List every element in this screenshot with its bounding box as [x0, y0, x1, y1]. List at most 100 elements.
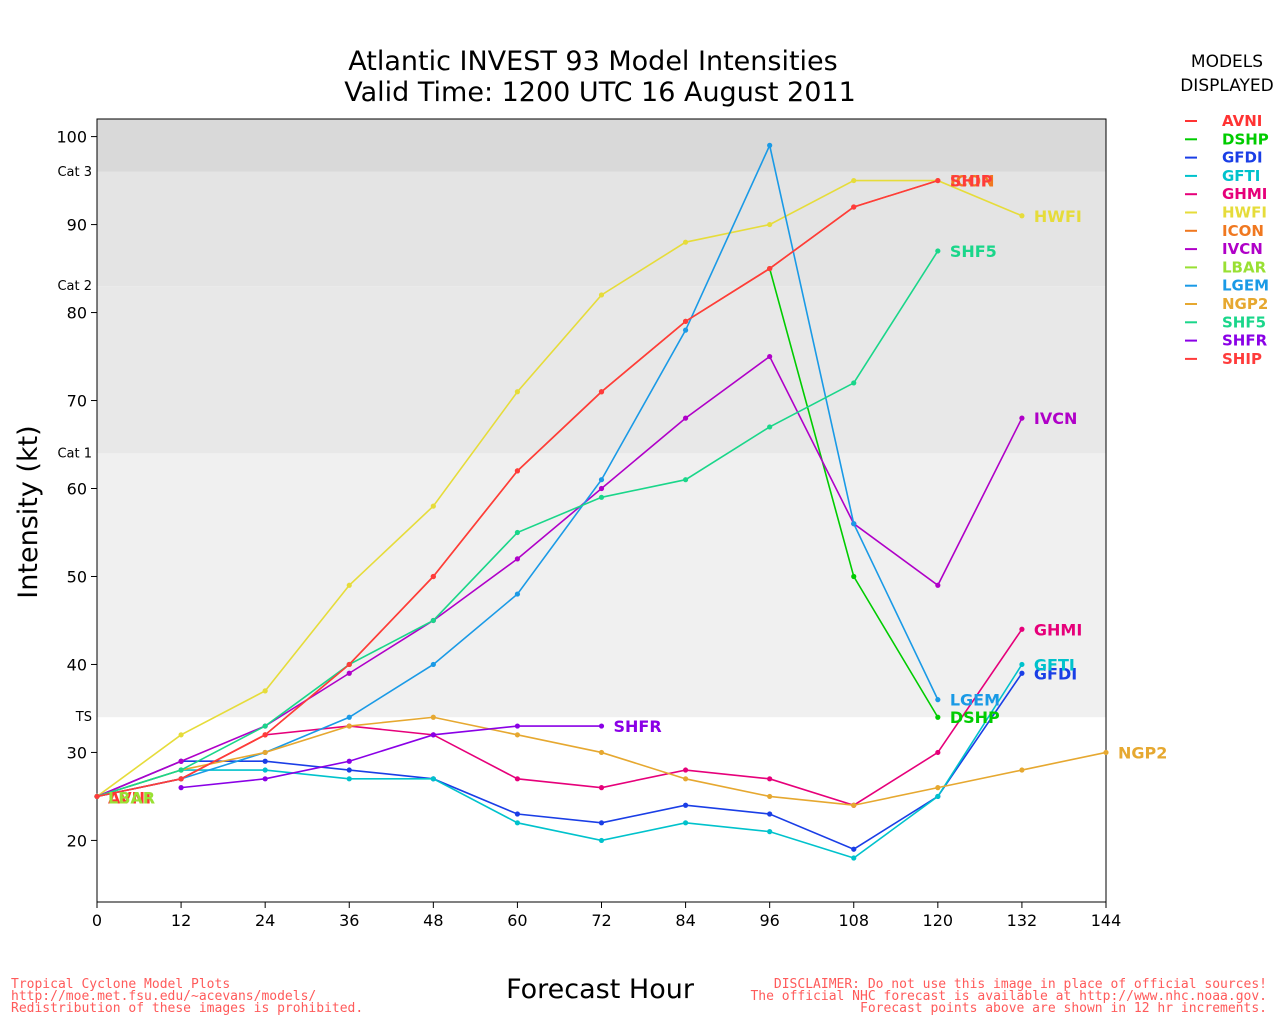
category-label-cat-1: Cat 1 — [57, 446, 92, 461]
point-hwfi-108 — [851, 177, 857, 184]
point-shfr-36 — [346, 758, 352, 764]
point-ship-12 — [178, 776, 184, 782]
x-tick-label-132: 132 — [1007, 911, 1038, 930]
end-label-ivcn: IVCN — [1034, 409, 1077, 428]
end-label-gfti: GFTI — [1034, 655, 1075, 674]
x-tick-label-12: 12 — [171, 911, 191, 930]
x-tick-label-72: 72 — [591, 911, 611, 930]
end-label-dshp: DSHP — [950, 708, 1000, 727]
legend-label-gfdi: GFDI — [1222, 149, 1263, 167]
point-hwfi-96 — [767, 221, 773, 228]
point-hwfi-132 — [1019, 213, 1025, 219]
point-ngp2-96 — [767, 793, 773, 800]
y-axis-ticks: 20 30 40 50 60 70 80 90 100 — [56, 128, 97, 850]
x-tick-label-24: 24 — [255, 911, 275, 930]
end-label-shf5: SHF5 — [950, 242, 997, 261]
end-label-hwfi: HWFI — [1034, 207, 1082, 226]
y-axis-title: Intensity (kt) — [13, 425, 44, 598]
point-shfr-72 — [598, 723, 605, 729]
point-gfdi-108 — [851, 846, 857, 852]
chart-title-line-1: Atlantic INVEST 93 Model Intensities — [348, 46, 837, 77]
point-ghmi-60 — [514, 776, 521, 782]
point-shfr-48 — [430, 732, 436, 738]
y-tick-label-90: 90 — [67, 216, 87, 235]
point-shf5-96 — [767, 424, 773, 430]
point-hwfi-84 — [682, 239, 689, 245]
legend-label-shf5: SHF5 — [1222, 313, 1266, 331]
point-gfdi-60 — [514, 811, 521, 817]
point-ivcn-36 — [346, 670, 352, 676]
end-label-gfdi: GFDI — [1034, 664, 1077, 683]
point-gfdi-84 — [682, 802, 689, 808]
point-lgem-60 — [514, 591, 521, 597]
footer-right: DISCLAIMER: Do not use this image in pla… — [750, 977, 1267, 1016]
point-ship-0 — [94, 793, 100, 800]
footer-right-line-3: Forecast points above are shown in 12 hr… — [860, 1001, 1267, 1016]
point-gfti-72 — [598, 837, 605, 844]
point-ghmi-72 — [598, 785, 605, 791]
point-ngp2-132 — [1019, 767, 1025, 773]
point-gfti-60 — [514, 820, 521, 826]
point-shf5-72 — [598, 494, 605, 500]
band-3 — [97, 171, 1106, 287]
series-line-ivcn — [96, 355, 1023, 798]
x-tick-label-120: 120 — [923, 911, 954, 930]
band-4 — [97, 119, 1106, 172]
point-ngp2-144 — [1103, 749, 1109, 756]
x-tick-label-96: 96 — [759, 911, 779, 930]
end-label-icon: ICON — [950, 172, 995, 191]
legend-items: AVNIDSHPGFDIGFTIGHMIHWFIICONIVCNLBARLGEM… — [1185, 112, 1269, 368]
point-lgem-48 — [430, 661, 436, 668]
point-ship-72 — [598, 389, 605, 395]
point-ghmi-120 — [935, 749, 941, 756]
point-ship-120 — [935, 177, 941, 184]
category-label-cat-2: Cat 2 — [57, 279, 92, 294]
point-hwfi-36 — [346, 582, 352, 588]
point-lgem-96 — [767, 142, 773, 148]
footer-left-line-1: Tropical Cyclone Model Plots — [11, 977, 230, 992]
point-lgem-108 — [851, 521, 857, 527]
point-gfdi-24 — [262, 758, 268, 764]
point-ngp2-24 — [262, 749, 268, 756]
point-ship-48 — [430, 573, 436, 580]
x-tick-label-108: 108 — [838, 911, 869, 930]
start-label-lbar: LBAR — [108, 788, 155, 807]
footer-left-line-2: http://moe.met.fsu.edu/~acevans/models/ — [11, 989, 316, 1004]
point-ivcn-60 — [514, 556, 521, 562]
point-gfdi-96 — [767, 811, 773, 817]
y-tick-label-40: 40 — [67, 655, 87, 674]
y-tick-label-80: 80 — [67, 304, 87, 323]
legend-title-line-1: MODELS — [1191, 52, 1263, 72]
point-lgem-72 — [598, 477, 605, 483]
legend-label-shfr: SHFR — [1222, 332, 1268, 350]
point-shf5-120 — [935, 248, 941, 254]
category-labels: TS Cat 1 Cat 2 Cat 3 — [57, 165, 92, 725]
legend-label-hwfi: HWFI — [1222, 204, 1267, 222]
footer-right-line-1: DISCLAIMER: Do not use this image in pla… — [774, 977, 1267, 992]
point-lgem-120 — [935, 697, 941, 703]
point-dshp-120 — [935, 714, 941, 720]
point-ivcn-120 — [935, 582, 941, 588]
point-shf5-84 — [682, 477, 689, 483]
series-shfr — [178, 723, 605, 791]
legend-label-avni: AVNI — [1222, 112, 1262, 130]
point-ghmi-84 — [682, 767, 689, 773]
point-ivcn-96 — [767, 353, 773, 360]
footer-left: Tropical Cyclone Model Plots http://moe.… — [11, 977, 363, 1016]
point-ngp2-48 — [430, 714, 436, 720]
series-hwfi — [94, 177, 1025, 800]
point-shf5-60 — [514, 529, 521, 536]
point-gfdi-132 — [1019, 670, 1025, 676]
point-ship-96 — [767, 265, 773, 272]
point-ship-24 — [262, 732, 268, 738]
y-tick-label-20: 20 — [67, 831, 87, 850]
start-label-avni: AVNI — [108, 788, 151, 807]
x-tick-label-36: 36 — [339, 911, 359, 930]
point-gfti-24 — [262, 767, 268, 773]
point-ship-108 — [851, 204, 857, 210]
category-label-cat-3: Cat 3 — [57, 165, 92, 180]
point-shfr-60 — [514, 723, 521, 729]
chart-title-line-2: Valid Time: 1200 UTC 16 August 2011 — [344, 77, 856, 108]
footer-right-line-2: The official NHC forecast is available a… — [750, 989, 1267, 1004]
